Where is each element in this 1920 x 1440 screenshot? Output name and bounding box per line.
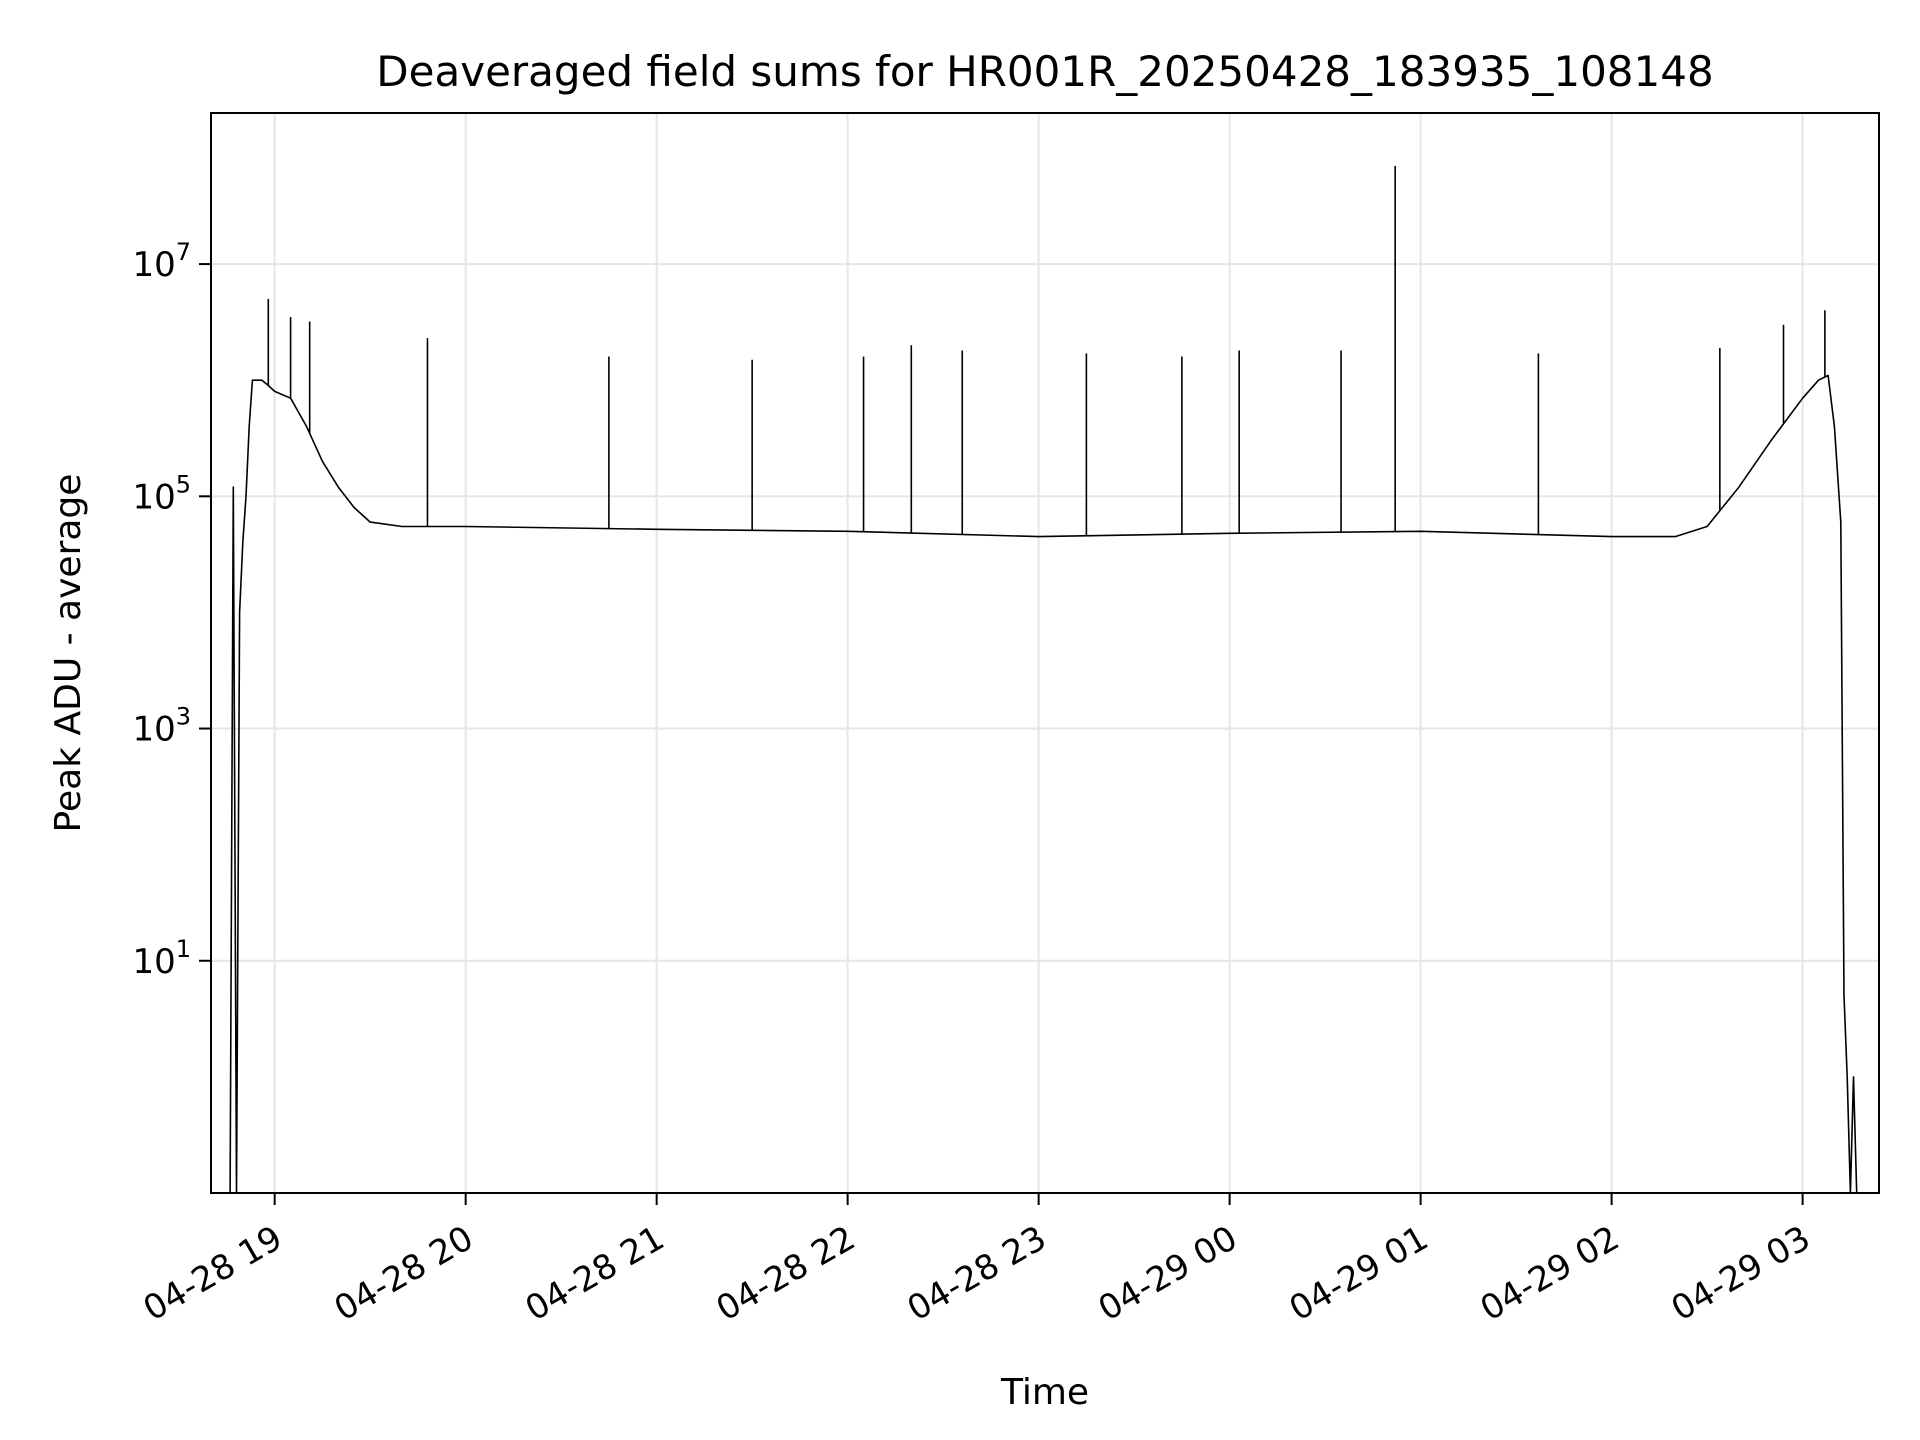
y-tick-label: 101: [132, 935, 191, 982]
chart-title: Deaveraged field sums for HR001R_2025042…: [376, 47, 1713, 96]
x-axis-label: Time: [1000, 1372, 1089, 1413]
plot-frame: [210, 112, 1880, 1194]
y-axis-label: Peak ADU - average: [48, 474, 89, 833]
data-layer: [229, 165, 1858, 1193]
y-tick-label: 105: [132, 470, 191, 517]
grid-lines: [211, 113, 1879, 1193]
y-tick-label: 107: [132, 238, 191, 285]
y-tick-label: 103: [132, 703, 191, 750]
series-line: [229, 374, 1858, 1193]
